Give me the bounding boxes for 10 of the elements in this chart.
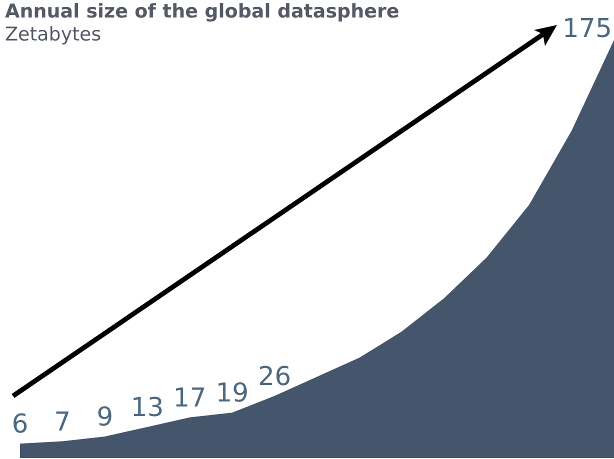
chart-subtitle: Zetabytes xyxy=(5,24,102,46)
data-label: 13 xyxy=(130,392,164,423)
data-label: 26 xyxy=(258,362,292,392)
data-label: 17 xyxy=(173,383,206,414)
data-label: 9 xyxy=(96,402,114,433)
chart-title: Annual size of the global datasphere xyxy=(5,0,400,22)
data-label: 7 xyxy=(54,407,71,438)
data-label: 6 xyxy=(12,410,28,440)
data-label: 175 xyxy=(562,14,612,44)
data-label: 19 xyxy=(216,378,249,409)
